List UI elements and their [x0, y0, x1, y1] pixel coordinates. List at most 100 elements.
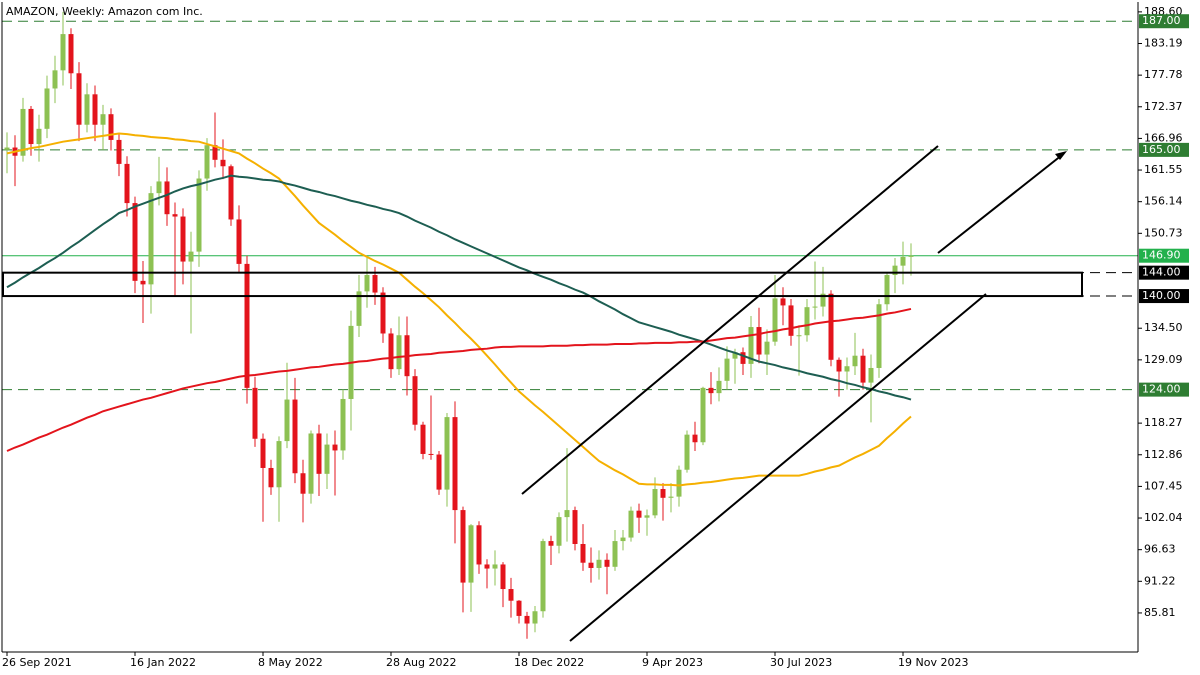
- candle-body: [660, 489, 666, 498]
- y-tick-label: 112.86: [1144, 448, 1183, 461]
- candle-body: [900, 256, 906, 266]
- candle-body: [364, 275, 370, 292]
- y-tick-label: 177.78: [1144, 68, 1183, 81]
- candle-body: [548, 541, 554, 546]
- candle-body: [284, 399, 290, 442]
- x-tick-label: 19 Nov 2023: [898, 656, 968, 669]
- moving-average: [6, 132, 912, 487]
- drawings: [521, 145, 1067, 642]
- candle-body: [356, 291, 362, 326]
- level-label-box: [1139, 265, 1189, 280]
- candle-body: [676, 469, 682, 497]
- level-label: 146.90: [1142, 249, 1181, 262]
- candle-body: [620, 537, 626, 542]
- candle-body: [396, 335, 402, 370]
- level-label-box: [1139, 248, 1189, 263]
- candle-body: [564, 510, 570, 518]
- candle-body: [612, 541, 618, 567]
- candle-body: [420, 424, 426, 454]
- candle-body: [596, 559, 602, 568]
- candle-body: [556, 517, 562, 546]
- x-tick-label: 18 Dec 2022: [514, 656, 584, 669]
- level-label-box: [1139, 142, 1189, 157]
- candle-body: [748, 327, 754, 364]
- plot-area: [2, 11, 1138, 639]
- candle-body: [684, 434, 690, 470]
- candle-body: [108, 114, 114, 140]
- level-label: 140.00: [1142, 289, 1181, 302]
- candle-body: [908, 255, 914, 257]
- candle-body: [132, 203, 138, 281]
- candle-body: [444, 417, 450, 490]
- candle-body: [60, 34, 66, 71]
- level-label: 187.00: [1142, 14, 1181, 27]
- candle-body: [28, 108, 34, 145]
- level-label: 144.00: [1142, 266, 1181, 279]
- y-tick-label: 118.27: [1144, 416, 1183, 429]
- candle-body: [780, 298, 786, 306]
- channel-lower: [569, 293, 987, 642]
- candle-body: [156, 181, 162, 194]
- candle-body: [372, 275, 378, 293]
- candle-body: [92, 94, 98, 125]
- candle-body: [148, 193, 154, 285]
- candle-body: [820, 293, 826, 307]
- candle-body: [204, 145, 210, 179]
- candle-body: [708, 387, 714, 394]
- moving-average: [6, 174, 912, 401]
- candle-body: [188, 251, 194, 262]
- y-tick-label: 102.04: [1144, 511, 1183, 524]
- level-label-box: [1139, 289, 1189, 304]
- candle-body: [20, 108, 26, 156]
- y-tick-label: 166.96: [1144, 131, 1183, 144]
- candle-body: [36, 128, 42, 145]
- candle-body: [772, 298, 778, 342]
- level-label: 165.00: [1142, 143, 1181, 156]
- candle-body: [788, 305, 794, 336]
- x-tick-label: 16 Jan 2022: [130, 656, 196, 669]
- candle-body: [292, 399, 298, 474]
- candle-body: [228, 166, 234, 220]
- candle-body: [652, 489, 658, 516]
- candle-body: [724, 358, 730, 381]
- candle-body: [260, 438, 266, 468]
- candle-body: [588, 562, 594, 568]
- arrow-head: [1055, 151, 1067, 160]
- y-tick-label: 96.63: [1144, 543, 1176, 556]
- candle-body: [796, 335, 802, 337]
- candle-body: [732, 352, 738, 359]
- x-tick-label: 8 May 2022: [258, 656, 323, 669]
- level-label-box: [1139, 14, 1189, 29]
- candle-body: [276, 441, 282, 488]
- candle-body: [300, 473, 306, 494]
- candle-body: [572, 510, 578, 544]
- candle-body: [716, 380, 722, 394]
- candle-body: [756, 327, 762, 355]
- candle-body: [476, 525, 482, 565]
- candle-body: [196, 178, 202, 252]
- candle-body: [580, 543, 586, 563]
- candle-body: [116, 139, 122, 164]
- candle-body: [52, 70, 58, 89]
- candle-body: [700, 387, 706, 443]
- candle-body: [836, 359, 842, 372]
- y-tick-label: 172.37: [1144, 100, 1183, 113]
- candle-body: [324, 444, 330, 474]
- y-tick-label: 161.55: [1144, 163, 1183, 176]
- candle-body: [876, 304, 882, 368]
- level-label-box: [1139, 382, 1189, 397]
- y-tick-label: 107.45: [1144, 479, 1183, 492]
- candle-body: [468, 525, 474, 583]
- x-tick-label: 9 Apr 2023: [642, 656, 703, 669]
- candle-body: [740, 352, 746, 364]
- candle-body: [844, 366, 850, 372]
- candle-body: [484, 564, 490, 569]
- candle-body: [884, 275, 890, 305]
- candle-body: [340, 398, 346, 451]
- channel-upper: [521, 145, 939, 495]
- candle-body: [668, 496, 674, 498]
- candle-body: [636, 510, 642, 518]
- candle-body: [308, 433, 314, 494]
